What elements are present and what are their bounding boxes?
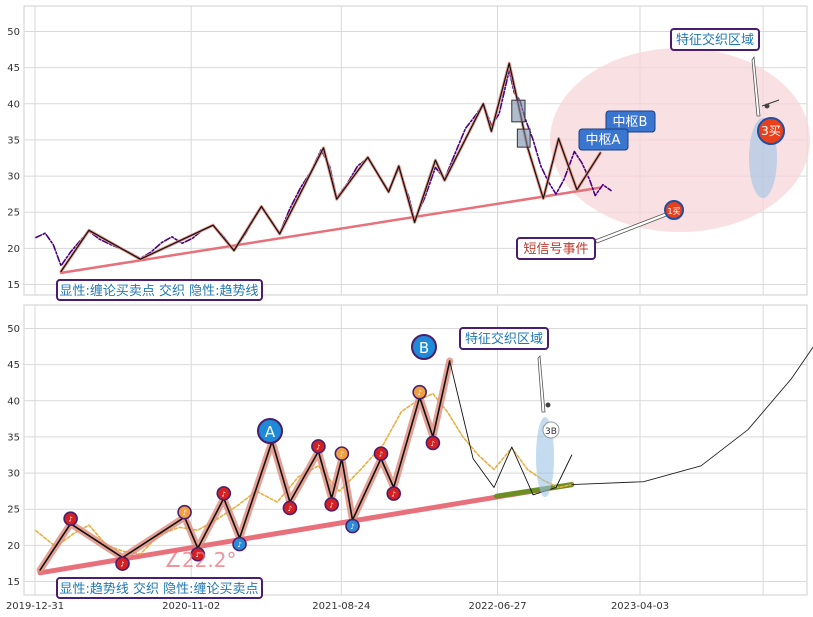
top-ytick-label: 50 xyxy=(7,27,20,38)
buy-1-text: 1买 xyxy=(667,207,680,216)
wave-b-marker: B xyxy=(411,334,437,360)
buy-3-dot xyxy=(764,103,770,109)
bottom-swing-glyph: ♪ xyxy=(68,516,72,524)
top-ytick-label: 25 xyxy=(7,208,20,219)
bottom-swing-marker xyxy=(334,446,350,461)
wave-a-text: A xyxy=(265,423,276,441)
top-ytick-label: 40 xyxy=(7,99,20,110)
zhongshu-a-text: 中枢A xyxy=(586,133,621,148)
bottom-swing-marker xyxy=(177,504,192,520)
bottom-swing-glyph: ♪ xyxy=(316,443,320,451)
bottom-swing-glyph: ♪ xyxy=(391,491,395,499)
bottom-ytick-label: 40 xyxy=(7,396,20,407)
bottom-swing-marker xyxy=(232,536,247,552)
bottom-swing-glyph: ♪ xyxy=(237,541,241,549)
x-tick-label: 2023-04-03 xyxy=(611,601,669,612)
bottom-swing-marker xyxy=(190,546,206,562)
bottom-swing-marker xyxy=(216,486,232,501)
bottom-swing-glyph: ♪ xyxy=(196,551,200,559)
top-legend-text: 显性:缠论买卖点 交织 隐性:趋势线 xyxy=(59,283,258,299)
bottom-swing-glyph: ♪ xyxy=(340,451,344,459)
bottom-projection-curve xyxy=(571,346,813,486)
feature-zone-label-bottom: 特征交织区域 xyxy=(459,327,549,350)
top-zhongshu-box xyxy=(511,99,526,123)
x-tick-label: 2019-12-31 xyxy=(6,601,64,612)
buy-3b-marker: 3B xyxy=(542,421,560,439)
bottom-swing-glyph: ♪ xyxy=(431,440,435,448)
bottom-series: ♪♪♪♪♪♪♪♪♪♪♪♪♪♪♪♪ xyxy=(35,346,813,576)
bottom-swing-glyph: ♪ xyxy=(222,490,226,498)
top-ytick-label: 35 xyxy=(7,135,20,146)
short-signal-label: 短信号事件 xyxy=(516,237,596,260)
top-bi-pen xyxy=(60,62,601,273)
bottom-swing-marker xyxy=(412,384,427,400)
top-ytick-label: 15 xyxy=(7,280,20,291)
zhongshu-b-text: 中枢B xyxy=(613,115,648,130)
feature-zone-pointer-top xyxy=(751,55,761,117)
bottom-swing-marker xyxy=(425,435,441,451)
bottom-swing-glyph: ♪ xyxy=(182,509,186,517)
buy-3-text: 3买 xyxy=(761,124,781,138)
top-ytick-label: 30 xyxy=(7,172,20,183)
bottom-swing-marker xyxy=(386,486,402,501)
bottom-swing-glyph: ♪ xyxy=(329,501,333,509)
top-panel: 15 20 25 30 35 40 45 50 特征交织区域 中枢B 中枢A 短信号事件 1买 xyxy=(7,5,810,301)
buy-3b-text: 3B xyxy=(545,427,557,437)
bottom-swing-marker xyxy=(115,556,130,571)
buy-3-marker: 3买 xyxy=(757,117,785,145)
bottom-ytick-label: 25 xyxy=(7,505,20,516)
x-tick-label: 2020-11-02 xyxy=(162,601,220,612)
buy-3b-dot xyxy=(545,402,551,408)
bottom-swing-glyph: ♪ xyxy=(120,561,124,569)
bottom-price-line xyxy=(35,392,576,555)
feature-zone-text-top: 特征交织区域 xyxy=(676,32,754,48)
bottom-post-b-pen xyxy=(449,360,573,496)
bottom-ytick-label: 30 xyxy=(7,469,20,480)
zhongshu-b-label: 中枢B xyxy=(605,110,656,133)
wave-a-marker: A xyxy=(257,418,283,444)
bottom-swing-glyph: ♪ xyxy=(350,523,354,531)
top-trendline xyxy=(59,186,602,275)
angle-label: ∠22.2° xyxy=(164,548,236,572)
bottom-swing-marker xyxy=(373,446,389,461)
bottom-swing-glyph: ♪ xyxy=(288,505,292,513)
x-tick-label: 2021-08-24 xyxy=(312,601,370,612)
top-ytick-label: 20 xyxy=(7,244,20,255)
bottom-extension-line xyxy=(494,482,575,499)
feature-zone-ellipse xyxy=(550,48,810,232)
bottom-grid: 15 20 25 30 35 40 45 50 xyxy=(7,305,807,595)
top-series xyxy=(35,61,612,275)
bottom-ytick-label: 15 xyxy=(7,577,20,588)
feature-zone-pointer-bottom xyxy=(537,355,546,413)
bottom-trendline xyxy=(37,482,575,576)
bottom-ytick-label: 45 xyxy=(7,360,20,371)
feature-zone-label-top: 特征交织区域 xyxy=(670,28,760,51)
wave-b-text: B xyxy=(419,339,429,357)
bottom-ytick-label: 20 xyxy=(7,541,20,552)
bottom-swing-marker xyxy=(311,439,326,454)
short-signal-text: 短信号事件 xyxy=(523,242,588,257)
bottom-swing-marker xyxy=(324,497,339,512)
bottom-ytick-label: 50 xyxy=(7,324,20,335)
top-ytick-label: 45 xyxy=(7,63,20,74)
feature-zone-text-bottom: 特征交织区域 xyxy=(465,331,543,347)
bottom-swing-marker xyxy=(282,500,298,516)
x-tick-label: 2022-06-27 xyxy=(468,601,526,612)
bottom-bi-pen xyxy=(39,360,451,571)
zhongshu-a-label: 中枢A xyxy=(578,128,629,151)
bottom-swing-glyph: ♪ xyxy=(379,451,383,459)
bottom-legend-text: 显性:趋势线 交织 隐性:缠论买卖点 xyxy=(59,581,258,597)
top-zhongshu-box xyxy=(516,128,531,148)
bottom-legend-box: 显性:趋势线 交织 隐性:缠论买卖点 xyxy=(56,577,263,599)
x-axis-ticks: 2019-12-31 2020-11-02 2021-08-24 2022-06-27… xyxy=(6,601,669,612)
buy-1-marker: 1买 xyxy=(664,200,684,220)
bottom-ytick-label: 35 xyxy=(7,432,20,443)
top-legend-box: 显性:缠论买卖点 交织 隐性:趋势线 xyxy=(56,279,263,301)
bottom-swing-marker xyxy=(63,511,78,526)
bottom-swing-glyph: ♪ xyxy=(417,389,421,397)
bottom-swing-marker xyxy=(345,518,360,534)
